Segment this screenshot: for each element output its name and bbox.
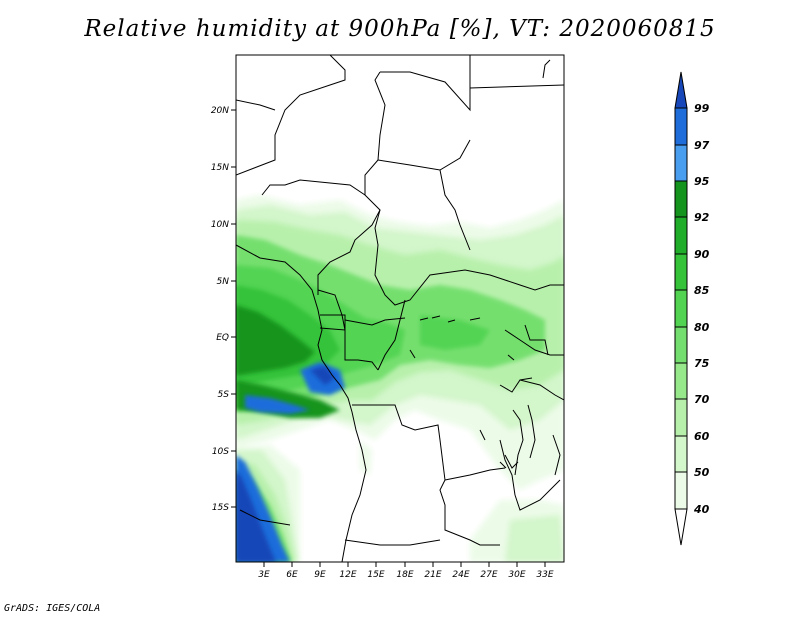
colorbar-label: 90 (694, 248, 710, 261)
map-frame (235, 54, 565, 563)
lon-label: 3E (258, 570, 270, 580)
colorbar-cell (674, 144, 688, 182)
colorbar-cell (674, 71, 688, 109)
lon-label: 6E (286, 570, 298, 580)
colorbar-label: 80 (694, 321, 710, 334)
colorbar-cell (674, 180, 688, 218)
lat-label: 5S (218, 390, 230, 400)
colorbar-label: 85 (694, 284, 710, 297)
colorbar-cell (674, 107, 688, 146)
colorbar-label: 92 (694, 211, 710, 224)
latitude-axis: 20N 15N 10N 5N EQ 5S 10S 15S (211, 106, 236, 513)
colorbar-label: 70 (694, 393, 710, 406)
colorbar-cell (674, 471, 688, 510)
lon-label: 18E (396, 570, 413, 580)
colorbar-label: 50 (694, 466, 710, 479)
colorbar-label: 40 (693, 503, 710, 516)
colorbar-cell (674, 326, 688, 364)
map-title: Relative humidity at 900hPa [%], VT: 202… (84, 16, 716, 42)
lon-label: 9E (314, 570, 326, 580)
colorbar-cell (674, 289, 688, 328)
colorbar-cell (674, 216, 688, 255)
lon-label: 30E (508, 570, 525, 580)
colorbar-cell (674, 253, 688, 291)
colorbar-label: 99 (694, 102, 710, 115)
colorbar-cell (674, 362, 688, 400)
colorbar-legend: 99 97 95 92 90 85 80 75 70 60 50 40 (674, 71, 710, 546)
longitude-axis: 3E 6E 9E 12E 15E 18E 21E 24E 27E 30E 33E (258, 562, 554, 580)
lat-label: 10S (212, 447, 229, 457)
humidity-field (236, 195, 564, 562)
lat-label: EQ (216, 333, 229, 343)
lat-label: 15S (212, 503, 229, 513)
lon-label: 27E (480, 570, 497, 580)
colorbar-cell (674, 508, 688, 546)
lat-label: 20N (211, 106, 229, 116)
colorbar-label: 97 (694, 139, 710, 152)
colorbar-label: 60 (694, 430, 710, 443)
lat-label: 15N (211, 163, 229, 173)
colorbar-label: 95 (694, 175, 710, 188)
lon-label: 24E (452, 570, 469, 580)
country-borders (236, 55, 564, 562)
credit-text: GrADS: IGES/COLA (4, 603, 101, 614)
lon-label: 15E (367, 570, 384, 580)
lon-label: 21E (424, 570, 441, 580)
colorbar-label: 75 (694, 357, 710, 370)
colorbar-cell (674, 398, 688, 437)
lat-label: 5N (217, 277, 230, 287)
lon-label: 12E (339, 570, 356, 580)
lat-label: 10N (211, 220, 229, 230)
lon-label: 33E (536, 570, 553, 580)
colorbar-cell (674, 435, 688, 473)
